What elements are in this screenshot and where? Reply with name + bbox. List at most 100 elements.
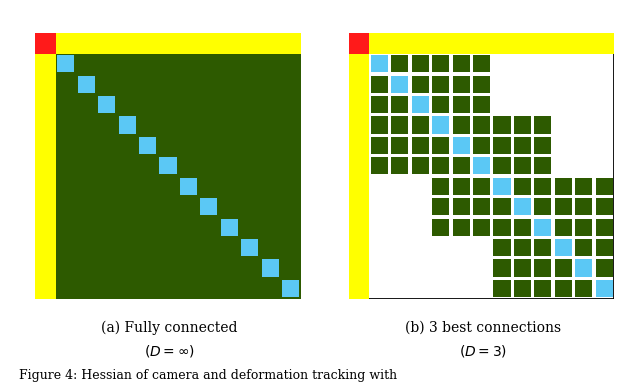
Bar (391, 137, 408, 154)
Bar (371, 137, 388, 154)
Bar (493, 178, 511, 195)
Bar (514, 198, 531, 215)
Bar (514, 137, 531, 154)
Bar (432, 116, 449, 133)
Bar (371, 96, 388, 113)
Bar (596, 218, 612, 236)
Bar (371, 76, 388, 93)
Bar (473, 198, 490, 215)
Bar (262, 260, 279, 277)
Bar (575, 280, 593, 297)
Text: (a) Fully connected: (a) Fully connected (101, 320, 238, 335)
Bar (534, 178, 552, 195)
Bar (596, 239, 612, 256)
Bar (534, 198, 552, 215)
Bar (349, 33, 369, 54)
Bar (473, 116, 490, 133)
Bar (493, 260, 511, 277)
Bar (56, 33, 301, 54)
Bar (412, 55, 429, 72)
Bar (412, 116, 429, 133)
Text: $(D = \infty)$: $(D = \infty)$ (144, 343, 195, 359)
Bar (575, 260, 593, 277)
Bar (555, 218, 572, 236)
Bar (221, 218, 238, 236)
Bar (452, 218, 470, 236)
Bar (534, 280, 552, 297)
Bar (180, 178, 197, 195)
Bar (432, 76, 449, 93)
Bar (391, 116, 408, 133)
Bar (432, 198, 449, 215)
Bar (555, 198, 572, 215)
Bar (575, 239, 593, 256)
Bar (452, 157, 470, 175)
Bar (452, 137, 470, 154)
Bar (159, 157, 177, 175)
Bar (473, 96, 490, 113)
Bar (555, 280, 572, 297)
Bar (514, 116, 531, 133)
Bar (391, 157, 408, 175)
Bar (534, 218, 552, 236)
Bar (555, 178, 572, 195)
Bar (596, 178, 612, 195)
Bar (575, 178, 593, 195)
Bar (493, 137, 511, 154)
Bar (473, 157, 490, 175)
Text: Figure 4: Hessian of camera and deformation tracking with: Figure 4: Hessian of camera and deformat… (19, 369, 397, 382)
Bar (77, 76, 95, 93)
Bar (514, 218, 531, 236)
Bar (514, 260, 531, 277)
Bar (139, 137, 156, 154)
Bar (555, 260, 572, 277)
Bar (241, 239, 259, 256)
Bar (412, 76, 429, 93)
Bar (391, 96, 408, 113)
Bar (282, 280, 299, 297)
Bar (555, 239, 572, 256)
Bar (432, 157, 449, 175)
Bar (473, 76, 490, 93)
Bar (432, 137, 449, 154)
Bar (432, 55, 449, 72)
Bar (391, 55, 408, 72)
Bar (452, 55, 470, 72)
Bar (534, 137, 552, 154)
Bar (412, 96, 429, 113)
Bar (473, 55, 490, 72)
Bar (371, 116, 388, 133)
Bar (432, 218, 449, 236)
Bar (473, 137, 490, 154)
Bar (534, 157, 552, 175)
Bar (412, 157, 429, 175)
Text: $(D = 3)$: $(D = 3)$ (459, 343, 508, 359)
Bar (391, 76, 408, 93)
Bar (473, 218, 490, 236)
Bar (98, 96, 115, 113)
Bar (452, 198, 470, 215)
Bar (514, 239, 531, 256)
Bar (575, 218, 593, 236)
Bar (35, 33, 56, 54)
Bar (371, 55, 388, 72)
Bar (432, 178, 449, 195)
Bar (349, 54, 369, 299)
Bar (596, 280, 612, 297)
Bar (493, 218, 511, 236)
Bar (493, 280, 511, 297)
Bar (369, 33, 614, 54)
Bar (118, 116, 136, 133)
Bar (452, 116, 470, 133)
Bar (452, 96, 470, 113)
Bar (57, 55, 74, 72)
Bar (534, 116, 552, 133)
Bar (493, 198, 511, 215)
Bar (514, 178, 531, 195)
Bar (514, 157, 531, 175)
Bar (412, 137, 429, 154)
Bar (493, 116, 511, 133)
Bar (534, 239, 552, 256)
Text: (b) 3 best connections: (b) 3 best connections (405, 321, 561, 335)
Bar (371, 157, 388, 175)
